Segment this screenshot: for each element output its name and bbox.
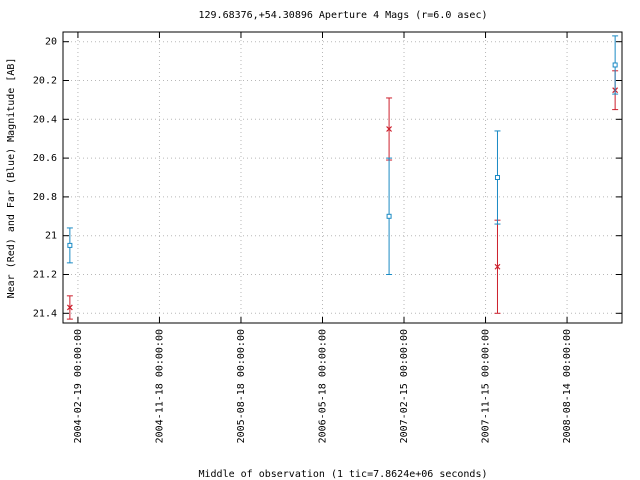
point <box>66 304 73 311</box>
y-tick-label: 20.8 <box>33 192 57 203</box>
y-tick-label: 20.6 <box>33 153 57 164</box>
y-axis-label: Near (Red) and Far (Blue) Magnitude [AB] <box>6 58 17 299</box>
x-tick-label: 2005-08-18 00:00:00 <box>236 329 247 443</box>
x-axis-label: Middle of observation (1 tic=7.8624e+06 … <box>199 469 488 480</box>
x-tick-label: 2007-11-15 00:00:00 <box>481 329 492 443</box>
error-bar-group <box>612 35 619 95</box>
x-tick-label: 2006-05-18 00:00:00 <box>317 329 328 443</box>
y-tick-label: 21 <box>45 231 57 242</box>
y-tick-label: 21.2 <box>33 270 57 281</box>
error-bar-group <box>494 130 501 225</box>
x-tick-label: 2004-02-19 00:00:00 <box>73 329 84 443</box>
plot-frame <box>62 31 623 324</box>
point <box>494 175 500 180</box>
x-tick-label: 2007-02-15 00:00:00 <box>399 329 410 443</box>
point <box>67 242 73 248</box>
error-bar-group <box>494 219 501 314</box>
point <box>386 213 392 219</box>
point <box>386 126 393 132</box>
error-bar-group <box>386 157 393 275</box>
y-tick-label: 20 <box>45 37 57 48</box>
point <box>612 62 618 68</box>
error-bar-group <box>66 295 73 320</box>
x-tick-label: 2008-08-14 00:00:00 <box>562 329 573 443</box>
chart-title: 129.68376,+54.30896 Aperture 4 Mags (r=6… <box>199 10 488 21</box>
y-tick-label: 21.4 <box>33 308 57 319</box>
point <box>494 263 501 270</box>
error-bar-group <box>386 97 393 161</box>
error-bar-group <box>66 227 73 264</box>
y-tick-label: 20.4 <box>33 114 57 125</box>
y-tick-label: 20.2 <box>33 76 57 87</box>
x-tick-label: 2004-11-18 00:00:00 <box>154 329 165 443</box>
